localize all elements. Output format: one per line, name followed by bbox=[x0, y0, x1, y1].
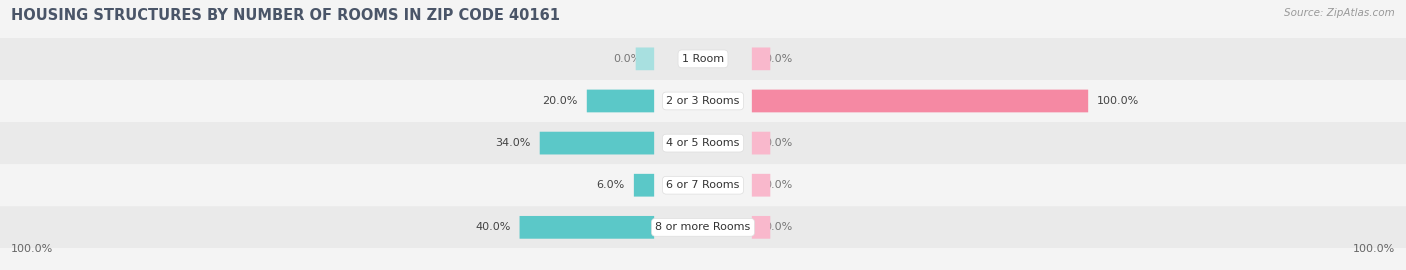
FancyBboxPatch shape bbox=[752, 48, 770, 70]
Text: 40.0%: 40.0% bbox=[475, 222, 510, 232]
Text: 0.0%: 0.0% bbox=[763, 222, 793, 232]
FancyBboxPatch shape bbox=[0, 122, 1406, 164]
FancyBboxPatch shape bbox=[634, 174, 654, 197]
Text: 8 or more Rooms: 8 or more Rooms bbox=[655, 222, 751, 232]
Text: 20.0%: 20.0% bbox=[543, 96, 578, 106]
FancyBboxPatch shape bbox=[752, 132, 770, 154]
Text: 6 or 7 Rooms: 6 or 7 Rooms bbox=[666, 180, 740, 190]
FancyBboxPatch shape bbox=[586, 90, 654, 112]
FancyBboxPatch shape bbox=[0, 206, 1406, 248]
FancyBboxPatch shape bbox=[752, 174, 770, 197]
Text: 0.0%: 0.0% bbox=[763, 180, 793, 190]
FancyBboxPatch shape bbox=[0, 164, 1406, 206]
Text: 2 or 3 Rooms: 2 or 3 Rooms bbox=[666, 96, 740, 106]
FancyBboxPatch shape bbox=[0, 38, 1406, 80]
Text: 0.0%: 0.0% bbox=[763, 54, 793, 64]
FancyBboxPatch shape bbox=[752, 90, 1088, 112]
Text: 4 or 5 Rooms: 4 or 5 Rooms bbox=[666, 138, 740, 148]
Text: 0.0%: 0.0% bbox=[613, 54, 643, 64]
Text: Source: ZipAtlas.com: Source: ZipAtlas.com bbox=[1284, 8, 1395, 18]
FancyBboxPatch shape bbox=[636, 48, 654, 70]
Text: 0.0%: 0.0% bbox=[763, 138, 793, 148]
Text: 100.0%: 100.0% bbox=[11, 244, 53, 254]
FancyBboxPatch shape bbox=[540, 132, 654, 154]
Text: 100.0%: 100.0% bbox=[1353, 244, 1395, 254]
Text: HOUSING STRUCTURES BY NUMBER OF ROOMS IN ZIP CODE 40161: HOUSING STRUCTURES BY NUMBER OF ROOMS IN… bbox=[11, 8, 560, 23]
FancyBboxPatch shape bbox=[752, 216, 770, 239]
Text: 100.0%: 100.0% bbox=[1097, 96, 1139, 106]
FancyBboxPatch shape bbox=[0, 80, 1406, 122]
Text: 6.0%: 6.0% bbox=[596, 180, 624, 190]
Text: 34.0%: 34.0% bbox=[495, 138, 530, 148]
Text: 1 Room: 1 Room bbox=[682, 54, 724, 64]
FancyBboxPatch shape bbox=[520, 216, 654, 239]
